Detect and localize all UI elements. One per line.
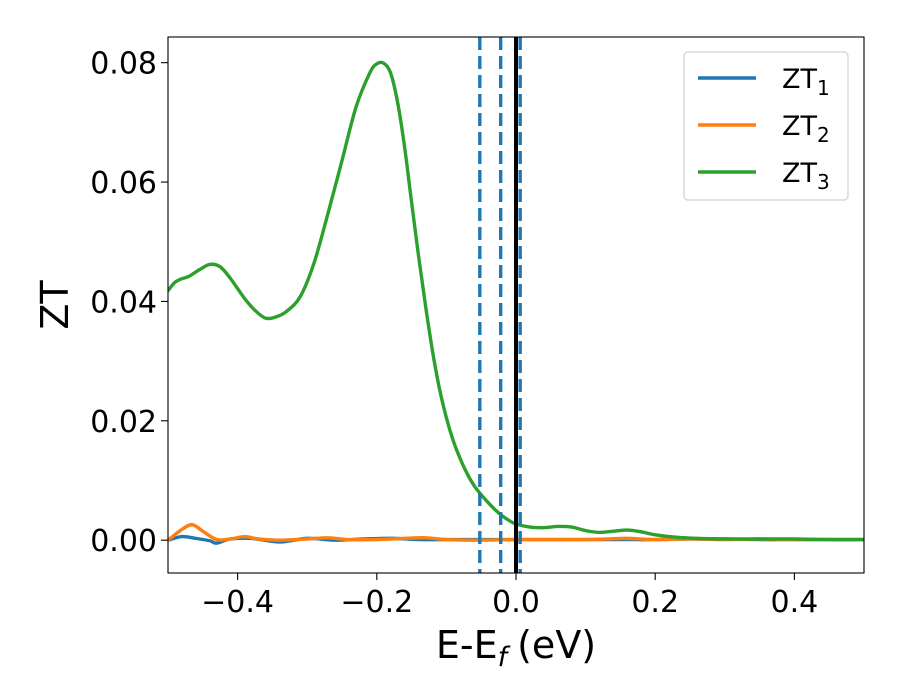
x-axis-title-subscript: f (498, 642, 511, 673)
x-axis-title-main: E-E (436, 623, 498, 667)
x-tick-label: 0.4 (771, 585, 819, 620)
series-layer (168, 60, 864, 545)
y-tick-label: 0.00 (90, 524, 157, 559)
legend-label-zt3: ZT3 (782, 158, 830, 194)
y-axis-title: ZT (33, 280, 77, 330)
legend-label-zt1: ZT1 (782, 64, 830, 100)
legend: ZT1 ZT2 ZT3 (683, 51, 849, 201)
y-tick-label: 0.04 (90, 285, 157, 320)
x-tick-label: 0.0 (492, 585, 540, 620)
series-line-zt3 (168, 60, 864, 542)
x-axis-title-unit: (eV) (517, 623, 596, 667)
y-tick-label: 0.02 (90, 405, 157, 440)
x-tick-label: −0.4 (201, 585, 274, 620)
reference-lines-layer (478, 37, 522, 573)
axis-ticks: −0.4 −0.2 0.0 0.2 0.4 0.00 0.02 0.04 0.06 0.08 (90, 47, 818, 620)
y-tick-label: 0.08 (90, 47, 157, 82)
legend-box (683, 51, 849, 201)
legend-label-zt2: ZT2 (782, 111, 830, 147)
x-tick-label: 0.2 (631, 585, 679, 620)
y-tick-label: 0.06 (90, 166, 157, 201)
x-tick-label: −0.2 (340, 585, 413, 620)
x-axis-title: E-Ef (eV) (436, 623, 596, 673)
